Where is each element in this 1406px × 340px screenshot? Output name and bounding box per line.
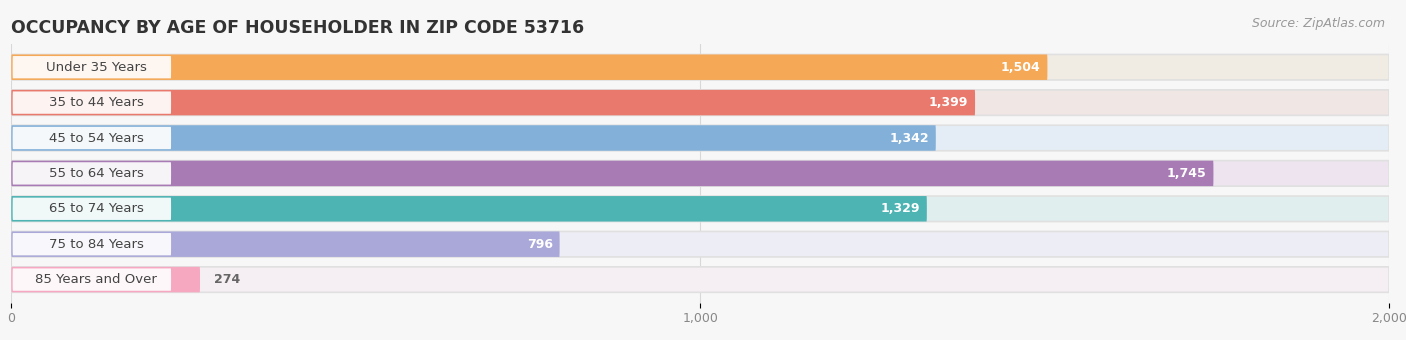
Text: 75 to 84 Years: 75 to 84 Years	[49, 238, 143, 251]
FancyBboxPatch shape	[13, 91, 172, 114]
FancyBboxPatch shape	[13, 162, 172, 185]
FancyBboxPatch shape	[11, 232, 1389, 257]
FancyBboxPatch shape	[13, 127, 172, 149]
Text: Source: ZipAtlas.com: Source: ZipAtlas.com	[1251, 17, 1385, 30]
FancyBboxPatch shape	[11, 267, 200, 292]
Text: 1,342: 1,342	[889, 132, 929, 144]
Text: 1,399: 1,399	[929, 96, 969, 109]
Text: 274: 274	[214, 273, 240, 286]
Text: 45 to 54 Years: 45 to 54 Years	[49, 132, 143, 144]
Text: 55 to 64 Years: 55 to 64 Years	[49, 167, 143, 180]
Text: 35 to 44 Years: 35 to 44 Years	[49, 96, 143, 109]
FancyBboxPatch shape	[11, 90, 1389, 115]
FancyBboxPatch shape	[11, 196, 927, 222]
FancyBboxPatch shape	[13, 198, 172, 220]
Text: 65 to 74 Years: 65 to 74 Years	[49, 202, 143, 215]
FancyBboxPatch shape	[13, 56, 172, 78]
FancyBboxPatch shape	[11, 161, 1389, 186]
FancyBboxPatch shape	[11, 125, 1389, 151]
FancyBboxPatch shape	[11, 196, 1389, 222]
FancyBboxPatch shape	[11, 232, 560, 257]
Text: 1,745: 1,745	[1167, 167, 1206, 180]
FancyBboxPatch shape	[13, 269, 172, 291]
FancyBboxPatch shape	[11, 125, 936, 151]
Text: OCCUPANCY BY AGE OF HOUSEHOLDER IN ZIP CODE 53716: OCCUPANCY BY AGE OF HOUSEHOLDER IN ZIP C…	[11, 19, 585, 37]
Text: 1,329: 1,329	[880, 202, 920, 215]
FancyBboxPatch shape	[11, 54, 1047, 80]
FancyBboxPatch shape	[13, 233, 172, 255]
FancyBboxPatch shape	[11, 161, 1213, 186]
Text: Under 35 Years: Under 35 Years	[45, 61, 146, 74]
FancyBboxPatch shape	[11, 90, 976, 115]
FancyBboxPatch shape	[11, 54, 1389, 80]
Text: 85 Years and Over: 85 Years and Over	[35, 273, 157, 286]
FancyBboxPatch shape	[11, 267, 1389, 292]
Text: 1,504: 1,504	[1001, 61, 1040, 74]
Text: 796: 796	[527, 238, 553, 251]
